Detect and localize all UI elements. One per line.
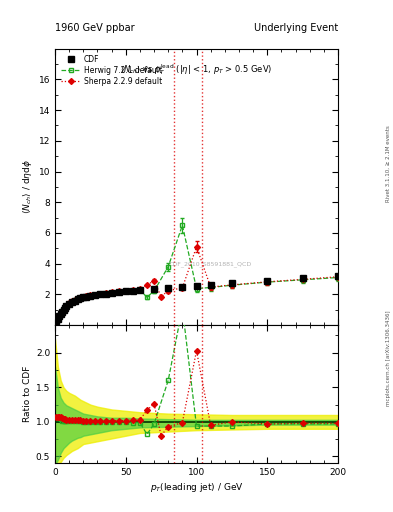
Y-axis label: Ratio to CDF: Ratio to CDF [23, 366, 31, 422]
Text: 1960 GeV ppbar: 1960 GeV ppbar [55, 23, 135, 33]
X-axis label: $p_T$(leading jet) / GeV: $p_T$(leading jet) / GeV [150, 481, 243, 495]
Text: $\langle N_{ch}\rangle$ vs $p_T^{\rm lead}$ ($|\eta|$ < 1, $p_T$ > 0.5 GeV): $\langle N_{ch}\rangle$ vs $p_T^{\rm lea… [120, 62, 273, 77]
Y-axis label: $\langle N_{ch}\rangle$ / d$\eta$d$\phi$: $\langle N_{ch}\rangle$ / d$\eta$d$\phi$ [22, 159, 35, 215]
Legend: CDF, Herwig 7.2.1 default, Sherpa 2.2.9 default: CDF, Herwig 7.2.1 default, Sherpa 2.2.9 … [59, 52, 165, 88]
Text: mcplots.cern.ch [arXiv:1306.3436]: mcplots.cern.ch [arXiv:1306.3436] [386, 311, 391, 406]
Text: Rivet 3.1.10, ≥ 2.1M events: Rivet 3.1.10, ≥ 2.1M events [386, 125, 391, 202]
Text: Underlying Event: Underlying Event [254, 23, 338, 33]
Text: CDF_2010_S8591881_QCD: CDF_2010_S8591881_QCD [168, 262, 252, 267]
